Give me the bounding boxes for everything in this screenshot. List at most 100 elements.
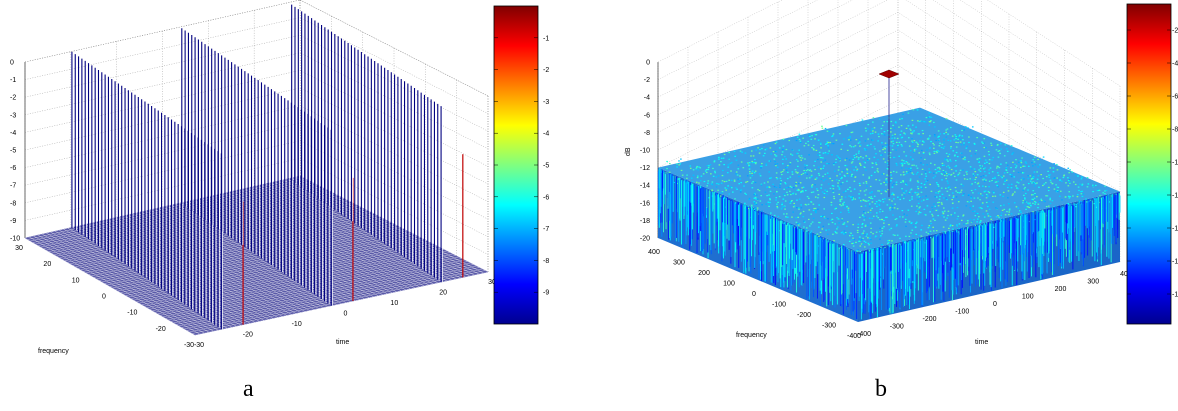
chart-b-surface-cell	[814, 184, 816, 186]
chart-b-surface-cell	[1017, 213, 1020, 215]
chart-b-surface-cell	[1068, 179, 1071, 181]
chart-b-surface-cell	[959, 141, 962, 143]
chart-b-surface-cell	[820, 178, 823, 180]
chart-b-surface-cell	[890, 204, 893, 206]
chart-b-surface-cell	[878, 135, 880, 138]
chart-b-surface-cell	[820, 147, 822, 149]
chart-b-surface-cell	[935, 182, 938, 184]
chart-b-surface-cell	[787, 186, 790, 188]
chart-b-surface-cell	[1011, 153, 1013, 155]
chart-b-surface-cell	[909, 180, 912, 182]
chart-b-surface-cell	[786, 191, 788, 193]
chart-b-surface-cell	[876, 170, 879, 172]
chart-b-surface-cell	[813, 165, 815, 167]
chart-b-surface-cell	[823, 196, 826, 199]
chart-b-surface-cell	[898, 126, 900, 128]
chart-b-time-tick: -200	[922, 316, 936, 323]
chart-b-surface-cell	[910, 188, 913, 190]
chart-b-surface-cell	[871, 191, 873, 193]
chart-b-surface-cell	[918, 211, 921, 213]
chart-b-surface-cell	[842, 233, 845, 235]
chart-b-surface-cell	[928, 116, 931, 118]
chart-b-surface-cell	[930, 116, 933, 118]
chart-b-surface-cell	[925, 180, 928, 182]
chart-b-surface-cell	[937, 136, 939, 138]
chart-b-surface-cell	[864, 212, 867, 214]
chart-b-surface-cell	[925, 116, 928, 119]
chart-b-surface-cell	[748, 165, 751, 167]
chart-b-surface-cell	[887, 168, 889, 170]
chart-b-surface-cell	[907, 137, 910, 139]
chart-b-surface-cell	[777, 201, 779, 204]
chart-b-surface-cell	[730, 179, 733, 181]
chart-a-mesh-line	[261, 184, 447, 282]
chart-b-surface-cell	[988, 159, 991, 161]
chart-b-surface-cell	[756, 207, 759, 209]
chart-b-surface-cell	[845, 124, 848, 127]
chart-b-surface-cell	[760, 167, 762, 169]
chart-b-surface-cell	[769, 160, 772, 162]
chart-b-surface-cell	[1024, 201, 1027, 203]
chart-b-surface-cell	[983, 180, 986, 183]
chart-b-surface-cell	[865, 182, 868, 184]
chart-b-surface-cell	[884, 146, 887, 148]
chart-b-surface-cell	[755, 203, 758, 205]
chart-b-surface-cell	[910, 222, 913, 224]
chart-b-surface-cell	[871, 207, 873, 210]
chart-b-surface-cell	[943, 142, 945, 144]
chart-b-surface-cell	[800, 204, 802, 206]
chart-b-surface-cell	[985, 147, 987, 149]
chart-b-surface-cell	[837, 185, 839, 187]
chart-b-surface-cell	[875, 215, 878, 217]
chart-b-surface-cell	[944, 157, 947, 160]
chart-b-surface-cell	[1019, 164, 1022, 166]
chart-b-surface-cell	[774, 150, 777, 153]
chart-b-surface-cell	[936, 187, 939, 189]
chart-b-surface-cell	[727, 164, 730, 166]
chart-b-surface-cell	[955, 179, 958, 181]
chart-b-surface-cell	[844, 196, 847, 198]
chart-b-surface-cell	[957, 174, 959, 177]
chart-b-surface-cell	[827, 223, 830, 225]
chart-b-surface-cell	[824, 217, 827, 219]
chart-b-surface-cell	[760, 184, 763, 186]
chart-b-surface-cell	[1065, 182, 1067, 184]
chart-b-surface-cell	[983, 178, 986, 180]
chart-b-surface-cell	[869, 235, 872, 237]
chart-a-frequency-tick: -20	[156, 326, 166, 333]
chart-b-surface-cell	[931, 215, 934, 217]
chart-a-time-tick: 30	[488, 279, 496, 286]
chart-b-surface-cell	[802, 137, 804, 139]
chart-b-surface-cell	[936, 167, 939, 169]
chart-b-surface-cell	[1031, 182, 1033, 184]
chart-b-surface-cell	[1053, 177, 1056, 179]
chart-b-surface-cell	[785, 186, 788, 189]
chart-b-surface-cell	[812, 148, 815, 150]
chart-b-surface-cell	[895, 141, 898, 144]
chart-b-surface-cell	[1025, 201, 1028, 203]
chart-b-surface-cell	[917, 143, 919, 146]
chart-a-colorbar-tick: -6	[543, 194, 549, 201]
chart-b-surface-cell	[988, 180, 991, 182]
chart-b-surface-cell	[991, 159, 993, 161]
chart-b-surface-cell	[927, 198, 929, 200]
chart-b-surface-cell	[1008, 211, 1011, 213]
chart-b-surface-cell	[889, 152, 892, 154]
chart-b-surface-cell	[850, 131, 853, 134]
chart-b-surface-cell	[858, 141, 861, 143]
chart-b-surface-cell	[867, 138, 869, 140]
chart-b-surface-cell	[807, 144, 810, 146]
chart-b-surface-cell	[982, 185, 984, 187]
chart-b-surface-cell	[698, 182, 700, 184]
chart-a-frequency-tick: 0	[102, 294, 106, 301]
chart-b-surface-cell	[774, 154, 776, 156]
chart-b-surface-cell	[929, 162, 932, 164]
chart-b-surface-cell	[841, 143, 844, 145]
chart-b-surface-cell	[978, 161, 980, 163]
chart-b-surface-cell	[1085, 201, 1088, 203]
chart-b-surface-cell	[976, 158, 979, 160]
chart-b-surface-cell	[924, 178, 927, 180]
chart-b-surface-cell	[883, 219, 885, 222]
chart-b-surface-cell	[782, 138, 785, 140]
